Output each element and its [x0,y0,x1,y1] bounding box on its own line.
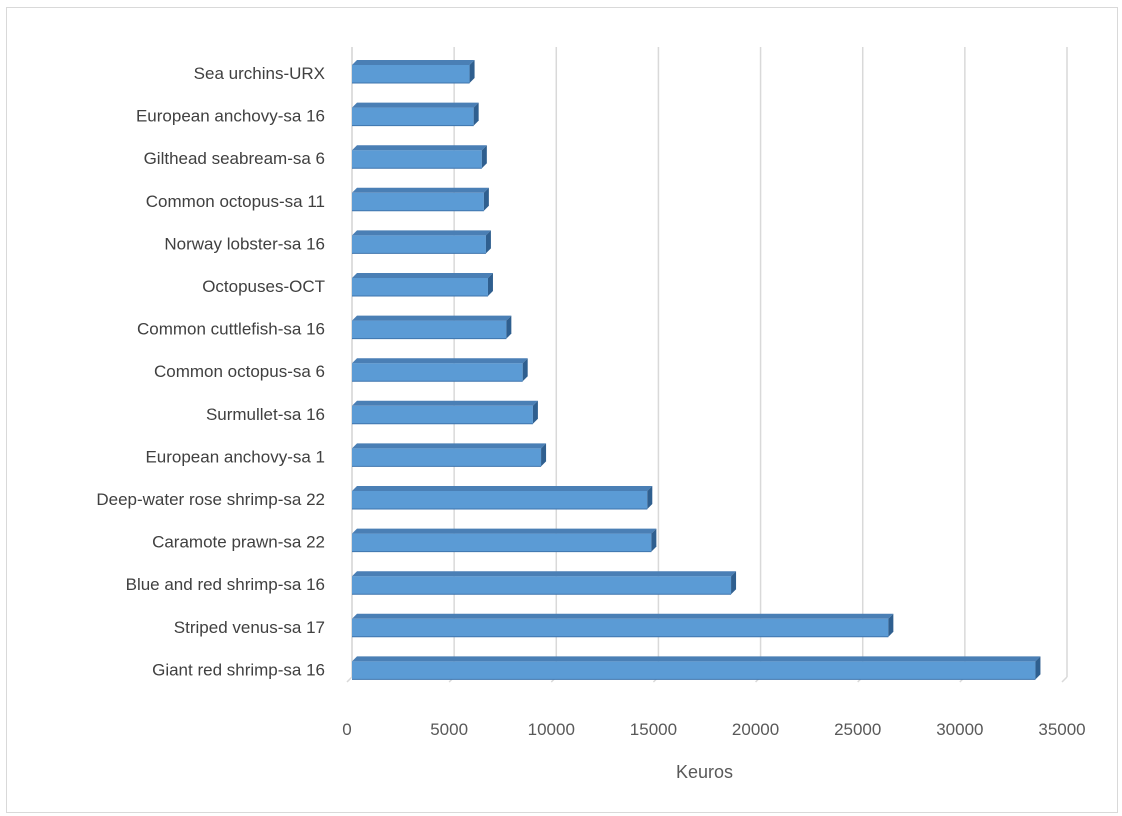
bar-front [352,192,484,211]
category-label: Common cuttlefish-sa 16 [137,320,325,339]
bar [352,60,475,84]
bar-top [352,273,493,278]
category-labels: Sea urchins-URX European anchovy-sa 16 Gil… [96,64,325,679]
category-label: Common octopus-sa 11 [146,192,325,211]
bars [352,60,1041,680]
category-label: Deep-water rose shrimp-sa 22 [96,490,325,509]
bar [352,486,653,510]
bar-front [352,576,732,595]
bar-side [731,571,737,595]
bar-side [888,613,894,637]
x-tick-label: 0 [342,720,351,739]
bar-top [352,230,491,236]
category-label: Surmullet-sa 16 [206,405,325,424]
category-label: Octopuses-OCT [202,277,325,296]
bar-side [487,273,493,296]
category-label: Giant red shrimp-sa 16 [152,660,325,679]
bar-top [352,571,737,577]
bar-side [469,60,475,83]
bar-side [473,102,479,126]
bar-top [352,528,657,534]
category-label: Common octopus-sa 6 [154,362,325,381]
bar [352,145,487,169]
bar [352,400,538,425]
bar-top [352,358,528,364]
bar-side [483,187,489,211]
category-label: Striped venus-sa 17 [174,618,325,637]
bar [352,358,528,382]
bar-front [352,448,542,467]
bar-front [352,320,507,339]
bar-top [352,613,894,619]
category-label: Gilthead seabream-sa 6 [144,149,325,168]
bar-side [481,145,487,169]
bar [352,187,489,212]
bar-top [352,187,489,193]
bar-top [352,400,538,406]
bar [352,273,493,297]
x-tick-label: 15000 [630,720,677,739]
bar-top [352,145,487,151]
category-label: European anchovy-sa 1 [145,447,325,466]
bar-front [352,107,474,126]
bar-top [352,656,1041,662]
x-tick-label: 25000 [834,720,881,739]
bar [352,528,657,553]
bar-side [532,400,538,424]
bar-top [352,60,475,65]
bar-front [352,618,889,637]
bar-front [352,661,1036,680]
category-label: Blue and red shrimp-sa 16 [126,575,325,594]
bar-front [352,235,486,254]
bar [352,230,491,254]
category-label: Sea urchins-URX [194,64,325,83]
category-label: Caramote prawn-sa 22 [152,533,325,552]
bar-side [1035,656,1041,680]
bar-front [352,65,470,83]
bar-front [352,363,523,382]
category-label: European anchovy-sa 16 [136,107,325,126]
bar-top [352,102,479,108]
x-axis-title: Keuros [676,762,733,782]
x-tick-label: 10000 [528,720,575,739]
x-tick-label: 5000 [430,720,468,739]
bar-front [352,278,488,296]
bar-front [352,405,533,424]
bar [352,656,1041,680]
bar-top [352,486,653,491]
bar-side [647,486,653,509]
bar [352,443,547,467]
bar-front [352,533,652,552]
bar-front [352,150,482,169]
x-tick-label: 30000 [936,720,983,739]
bar-side [506,315,512,339]
bar [352,102,479,127]
bar [352,613,894,638]
gridline-foot [346,676,353,683]
bar-top [352,315,512,321]
bar-side [485,230,491,254]
bar-top [352,443,547,449]
bar [352,315,512,340]
bar-front [352,491,648,509]
x-tick-label: 20000 [732,720,779,739]
bar-side [541,443,547,467]
gridline-foot [1061,676,1068,683]
category-label: Norway lobster-sa 16 [164,234,325,253]
bar-side [651,528,657,552]
bar [352,571,737,595]
x-tick-labels: 0 5000 10000 15000 20000 25000 30000 35000 [342,720,1085,739]
bar-side [522,358,528,382]
x-tick-label: 35000 [1038,720,1085,739]
